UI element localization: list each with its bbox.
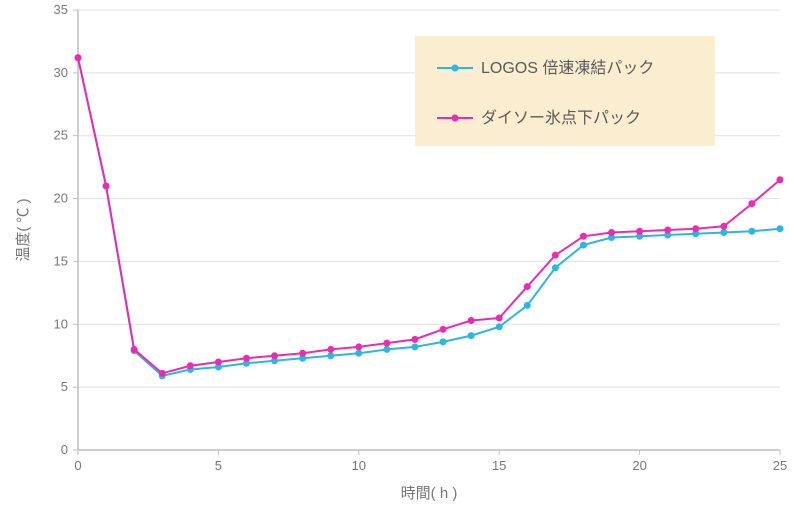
series-marker-1: [103, 183, 110, 190]
y-tick-label: 5: [61, 379, 68, 394]
series-marker-1: [748, 200, 755, 207]
line-chart: 0 5 10 15 20 25 30 35 0 5 10 15 20 25 時間( h ) 温度( ℃ ) LO…: [0, 0, 794, 514]
y-tick-label: 35: [54, 2, 68, 17]
x-tick-label: 0: [74, 458, 81, 473]
series-marker-1: [524, 283, 531, 290]
y-axis-label: 温度( ℃ ): [15, 198, 32, 261]
series-marker-0: [552, 264, 559, 271]
series-marker-1: [327, 346, 334, 353]
y-tick-label: 30: [54, 65, 68, 80]
legend-box: [415, 36, 715, 146]
series-marker-1: [299, 350, 306, 357]
series-marker-1: [496, 315, 503, 322]
x-tick-label: 10: [352, 458, 366, 473]
series-marker-1: [411, 336, 418, 343]
y-tick-label: 15: [54, 253, 68, 268]
y-tick-label: 0: [61, 442, 68, 457]
series-marker-0: [496, 323, 503, 330]
series-marker-1: [692, 225, 699, 232]
x-tick-label: 25: [773, 458, 787, 473]
series-marker-1: [131, 346, 138, 353]
series-marker-1: [468, 317, 475, 324]
series-marker-0: [720, 229, 727, 236]
series-marker-1: [215, 359, 222, 366]
series-marker-1: [777, 176, 784, 183]
series-marker-1: [608, 229, 615, 236]
series-marker-1: [271, 352, 278, 359]
x-tick-label: 5: [215, 458, 222, 473]
series-marker-0: [580, 242, 587, 249]
series-marker-1: [187, 362, 194, 369]
series-marker-0: [355, 350, 362, 357]
series-marker-1: [243, 355, 250, 362]
legend-marker-0: [452, 65, 459, 72]
series-marker-1: [75, 54, 82, 61]
series-marker-1: [355, 343, 362, 350]
series-marker-0: [411, 343, 418, 350]
series-marker-0: [327, 352, 334, 359]
series-marker-0: [748, 228, 755, 235]
legend-label-0: LOGOS 倍速凍結パック: [481, 59, 654, 77]
series-marker-1: [159, 370, 166, 377]
series-marker-1: [383, 340, 390, 347]
series-marker-0: [777, 225, 784, 232]
series-marker-1: [720, 223, 727, 230]
x-tick-label: 15: [492, 458, 506, 473]
series-marker-1: [664, 227, 671, 234]
x-tick-label: 20: [632, 458, 646, 473]
legend-label-1: ダイソー氷点下パック: [481, 109, 641, 127]
legend-marker-1: [452, 115, 459, 122]
series-marker-1: [636, 228, 643, 235]
series-marker-0: [383, 346, 390, 353]
series-marker-1: [552, 252, 559, 259]
series-marker-1: [440, 326, 447, 333]
series-marker-0: [524, 302, 531, 309]
chart-container: 0 5 10 15 20 25 30 35 0 5 10 15 20 25 時間( h ) 温度( ℃ ) LO…: [0, 0, 794, 514]
y-tick-label: 20: [54, 191, 68, 206]
y-tick-label: 10: [54, 316, 68, 331]
series-marker-0: [468, 332, 475, 339]
series-marker-1: [580, 233, 587, 240]
series-marker-0: [440, 338, 447, 345]
x-axis-label: 時間( h ): [401, 485, 458, 502]
y-tick-label: 25: [54, 128, 68, 143]
